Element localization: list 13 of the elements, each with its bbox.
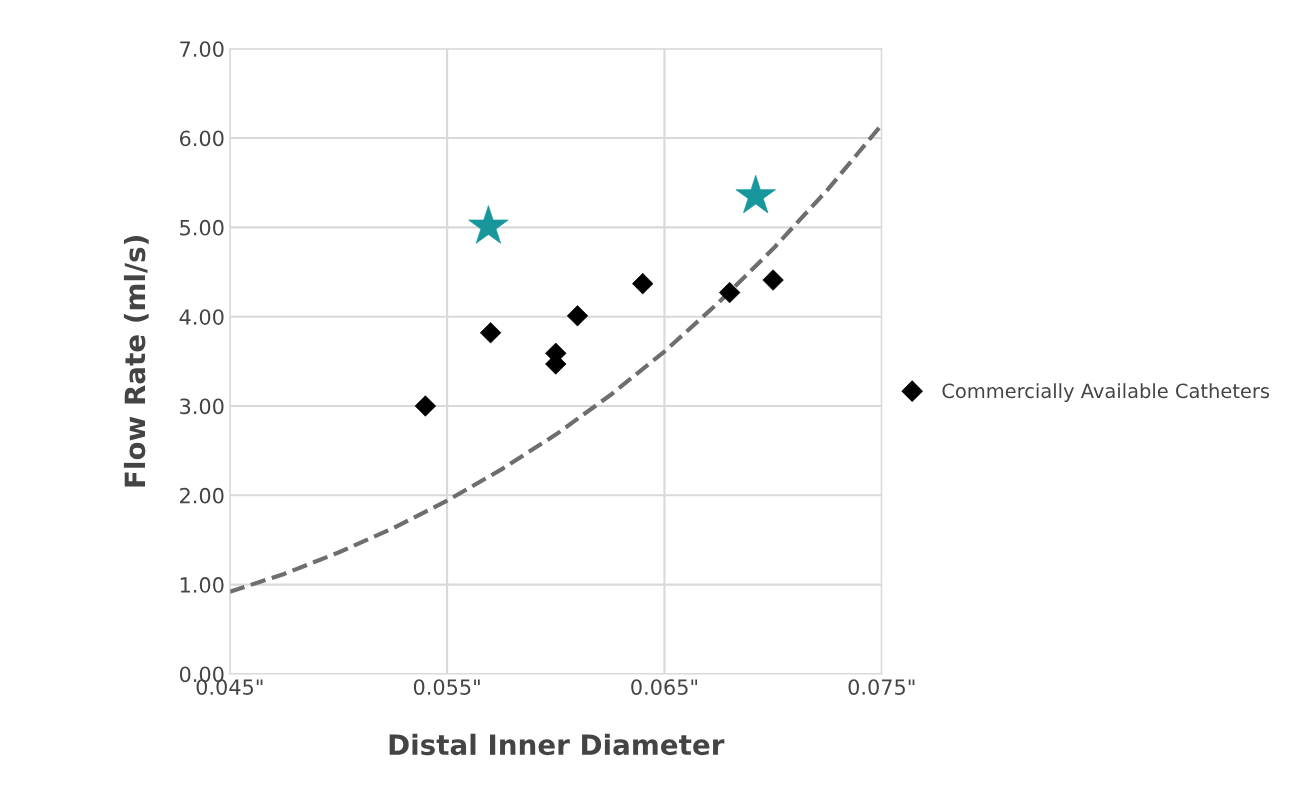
y-tick-label: 7.00	[180, 41, 224, 57]
x-tick-label: 0.055"	[413, 679, 480, 695]
y-axis-title: Flow Rate (ml/s)	[123, 236, 149, 487]
y-tick-label: 1.00	[180, 577, 224, 593]
y-tick-label: 5.00	[180, 219, 224, 236]
y-tick-label: 2.00	[180, 487, 224, 504]
x-tick-label: 0.065"	[631, 679, 698, 695]
y-tick-label: 6.00	[180, 130, 224, 147]
y-tick-label: 3.00	[180, 398, 224, 415]
legend-label: Commercially Available Catheters	[942, 383, 1270, 403]
x-tick-label: 0.075"	[848, 679, 915, 695]
y-tick-label: 4.00	[179, 309, 224, 325]
x-axis-title: Distal Inner Diameter	[389, 733, 725, 756]
